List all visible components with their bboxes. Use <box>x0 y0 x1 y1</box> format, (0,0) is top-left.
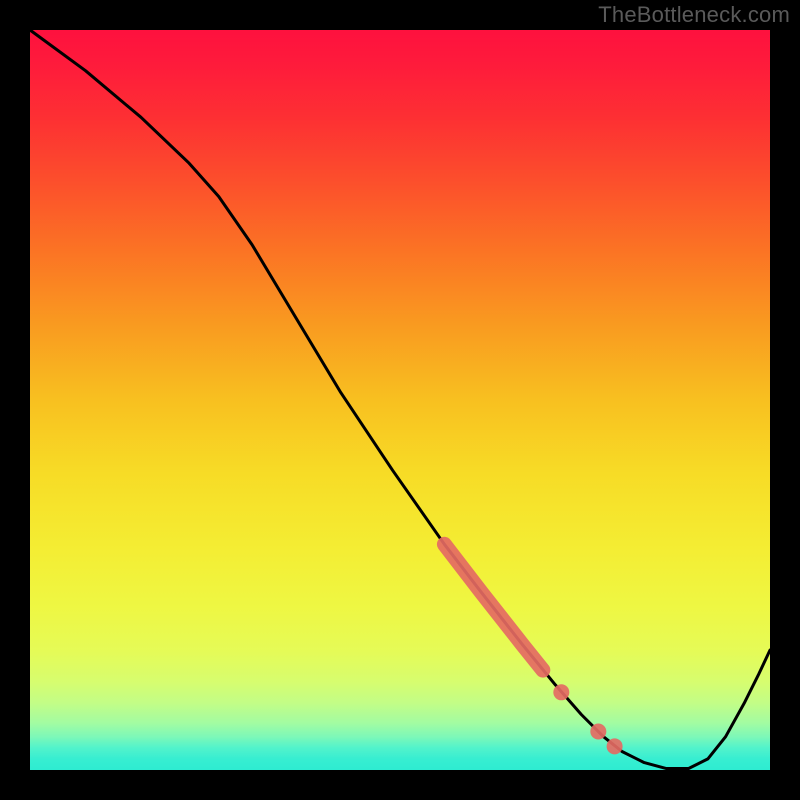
bottleneck-chart <box>0 0 800 800</box>
highlight-dot-1 <box>590 724 606 740</box>
watermark-text: TheBottleneck.com <box>598 2 790 28</box>
chart-background-gradient <box>30 30 770 770</box>
highlight-dot-0 <box>553 684 569 700</box>
highlight-dot-2 <box>607 738 623 754</box>
